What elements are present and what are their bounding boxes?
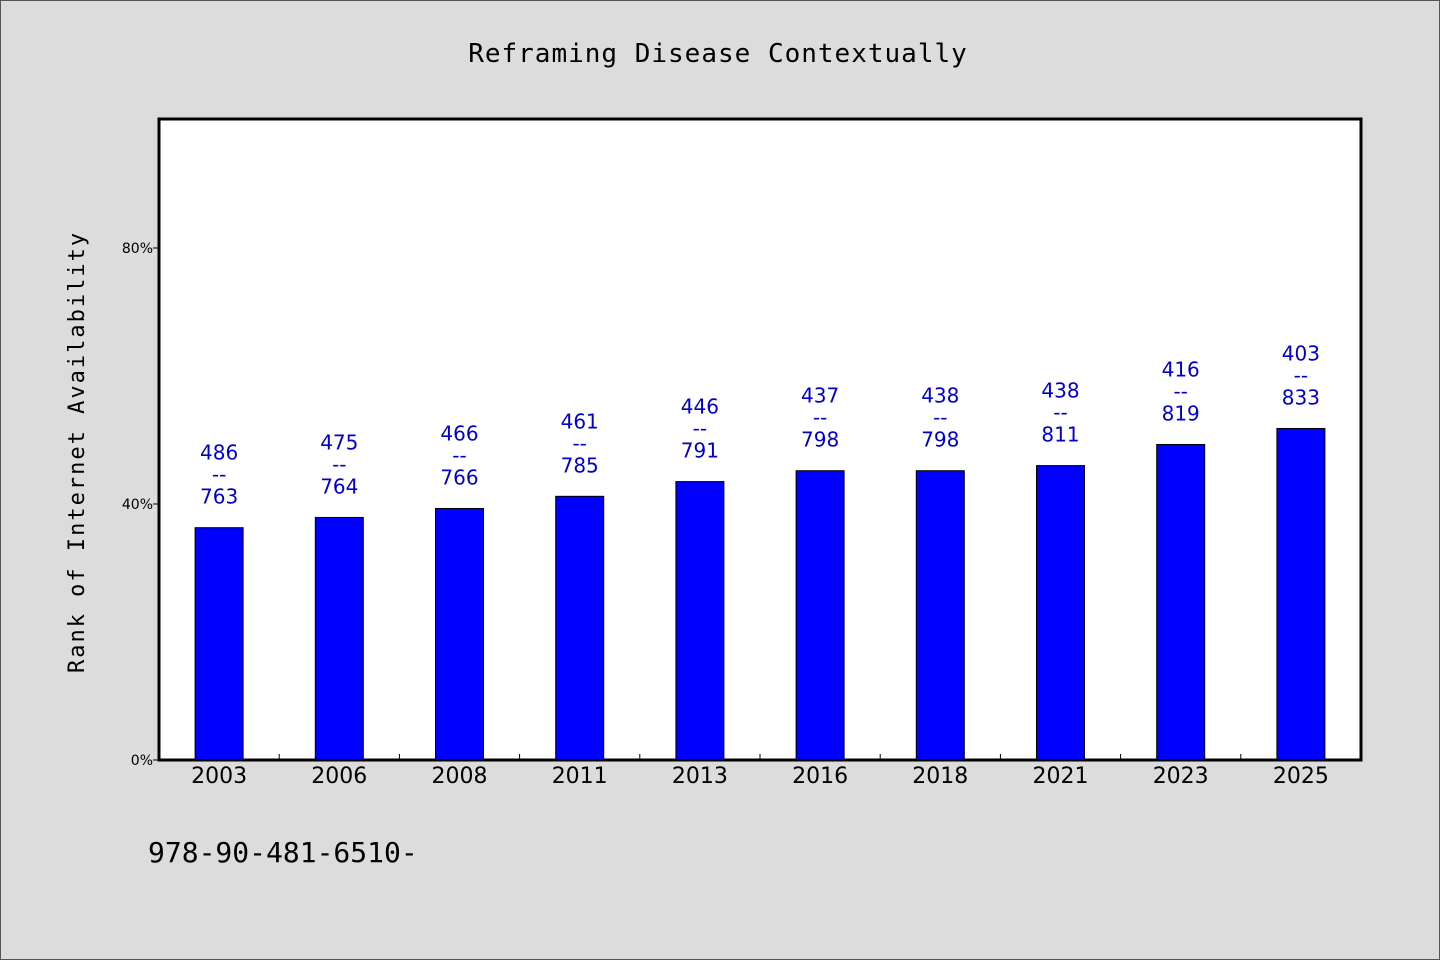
data-label-top: 446 xyxy=(681,395,719,419)
data-label-bottom: 798 xyxy=(801,428,839,452)
data-label-bottom: 798 xyxy=(921,428,959,452)
x-tick-label: 2025 xyxy=(1273,764,1329,789)
x-tick-label: 2018 xyxy=(912,764,968,789)
data-label-bottom: 764 xyxy=(320,474,358,498)
bar xyxy=(555,495,605,761)
bars xyxy=(194,427,1326,761)
bar xyxy=(435,507,484,761)
y-axis-label: Rank of Internet Availability xyxy=(65,231,90,673)
data-label-sep: -- xyxy=(572,431,586,455)
data-label-sep: -- xyxy=(332,452,346,476)
data-label-top: 475 xyxy=(320,430,358,454)
x-tick-label: 2013 xyxy=(672,764,728,789)
data-label-top: 416 xyxy=(1162,357,1200,381)
data-label-bottom: 791 xyxy=(681,439,719,463)
data-label-sep: -- xyxy=(212,463,226,487)
footer-code: 978-90-481-6510- xyxy=(148,836,418,869)
bar xyxy=(1036,465,1085,761)
data-label-bottom: 763 xyxy=(200,485,238,509)
y-axis-ticks: 0% 40% 80% xyxy=(122,241,159,769)
x-tick-label: 2006 xyxy=(311,764,367,789)
bar xyxy=(1276,427,1326,761)
data-label-bottom: 811 xyxy=(1041,423,1079,447)
y-tick-label: 0% xyxy=(131,753,153,769)
data-label-top: 461 xyxy=(561,409,599,433)
data-label-bottom: 819 xyxy=(1162,401,1200,425)
y-tick-label: 80% xyxy=(122,241,153,257)
x-tick-label: 2003 xyxy=(191,764,247,789)
data-label-top: 438 xyxy=(921,384,959,408)
bar xyxy=(675,481,725,761)
bar xyxy=(1156,443,1206,761)
data-label-sep: -- xyxy=(1173,379,1187,403)
data-label-top: 403 xyxy=(1282,341,1320,365)
data-label-top: 466 xyxy=(440,421,478,445)
bar xyxy=(915,470,965,761)
x-tick-label: 2021 xyxy=(1033,764,1089,789)
data-label-sep: -- xyxy=(813,406,827,430)
data-label-bottom: 833 xyxy=(1282,385,1320,409)
x-axis-ticks: 2003 2006 2008 2011 2013 2016 2018 2021 2023 2025 xyxy=(191,754,1329,789)
chart-title: Reframing Disease Contextually xyxy=(468,39,968,69)
data-label-sep: -- xyxy=(1053,401,1067,425)
x-tick-label: 2011 xyxy=(552,764,608,789)
x-tick-label: 2023 xyxy=(1153,764,1209,789)
bar xyxy=(314,516,364,761)
data-label-sep: -- xyxy=(693,417,707,441)
y-tick-label: 40% xyxy=(122,497,153,513)
data-label-sep: -- xyxy=(933,406,947,430)
data-label-top: 438 xyxy=(1041,379,1079,403)
data-label-sep: -- xyxy=(1294,363,1308,387)
x-tick-label: 2016 xyxy=(792,764,848,789)
data-label-bottom: 785 xyxy=(561,453,599,477)
data-label-top: 486 xyxy=(200,441,238,465)
data-label-sep: -- xyxy=(452,443,466,467)
data-label-top: 437 xyxy=(801,384,839,408)
x-tick-label: 2008 xyxy=(432,764,488,789)
bar xyxy=(795,470,845,761)
data-labels: 486--763475--764466--766461--785446--791… xyxy=(200,341,1320,508)
data-label-bottom: 766 xyxy=(440,465,478,489)
bar xyxy=(194,527,244,761)
